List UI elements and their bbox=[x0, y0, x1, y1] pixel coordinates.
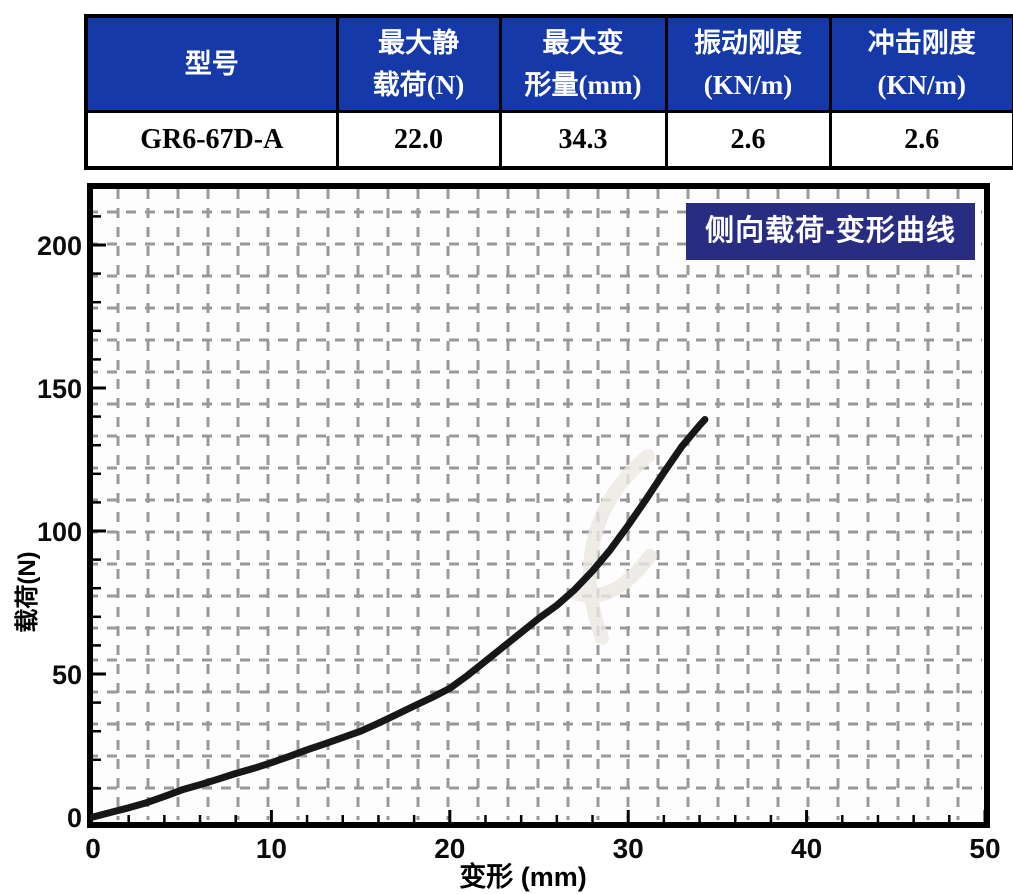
header-label: 载荷(N) bbox=[372, 70, 465, 100]
header-label: (KN/m) bbox=[877, 70, 966, 100]
table-row: GR6-67D-A 22.0 34.3 2.6 2.6 bbox=[84, 110, 1013, 170]
watermark bbox=[571, 449, 657, 645]
x-tick-label: 40 bbox=[791, 833, 822, 864]
cell-vibration-stiffness: 2.6 bbox=[664, 110, 832, 170]
cell-max-deformation: 34.3 bbox=[498, 110, 668, 170]
load-deformation-curve bbox=[89, 416, 709, 821]
y-tick-label: 100 bbox=[37, 517, 82, 547]
header-cell-max-deformation: 最大变 形量(mm) bbox=[498, 14, 668, 113]
plot-border bbox=[87, 183, 990, 828]
cell-impact-stiffness: 2.6 bbox=[828, 110, 1013, 170]
chart-title-badge: 侧向载荷-变形曲线 bbox=[686, 203, 975, 260]
y-tick-label: 150 bbox=[37, 374, 82, 404]
header-label: 最大变 bbox=[542, 28, 624, 58]
axis-ticks bbox=[93, 215, 987, 822]
header-label: 型号 bbox=[184, 49, 239, 79]
cell-model: GR6-67D-A bbox=[84, 110, 339, 170]
x-axis-title: 变形 (mm) bbox=[459, 862, 587, 892]
header-cell-model: 型号 bbox=[84, 14, 339, 113]
x-tick-label: 0 bbox=[85, 833, 101, 864]
y-tick-label: 50 bbox=[52, 660, 82, 690]
cell-max-static-load: 22.0 bbox=[335, 110, 502, 170]
y-tick-label: 0 bbox=[67, 803, 82, 833]
x-tick-label: 20 bbox=[434, 833, 465, 864]
header-label: 形量(mm) bbox=[524, 70, 642, 100]
header-label: 冲击刚度 bbox=[867, 28, 976, 58]
parameter-table: 型号 最大静 载荷(N) 最大变 形量(mm) 振动刚度 (KN/m) 冲击刚度… bbox=[84, 14, 1013, 170]
header-cell-max-static-load: 最大静 载荷(N) bbox=[335, 14, 502, 113]
y-axis-title: 载荷(N) bbox=[14, 551, 41, 633]
table-header-row: 型号 最大静 载荷(N) 最大变 形量(mm) 振动刚度 (KN/m) 冲击刚度… bbox=[84, 14, 1013, 113]
x-tick-label: 10 bbox=[256, 833, 287, 864]
tick-labels: 0 50 100 150 200 0 10 20 30 40 50 bbox=[37, 231, 1001, 864]
header-label: (KN/m) bbox=[703, 70, 793, 100]
header-label: 最大静 bbox=[378, 28, 459, 58]
header-label: 振动刚度 bbox=[694, 28, 802, 58]
header-cell-vibration-stiffness: 振动刚度 (KN/m) bbox=[664, 14, 832, 113]
x-tick-label: 50 bbox=[969, 833, 1000, 864]
y-tick-label: 200 bbox=[37, 231, 82, 261]
x-tick-label: 30 bbox=[613, 833, 644, 864]
header-cell-impact-stiffness: 冲击刚度 (KN/m) bbox=[828, 14, 1013, 113]
grid bbox=[93, 189, 982, 820]
